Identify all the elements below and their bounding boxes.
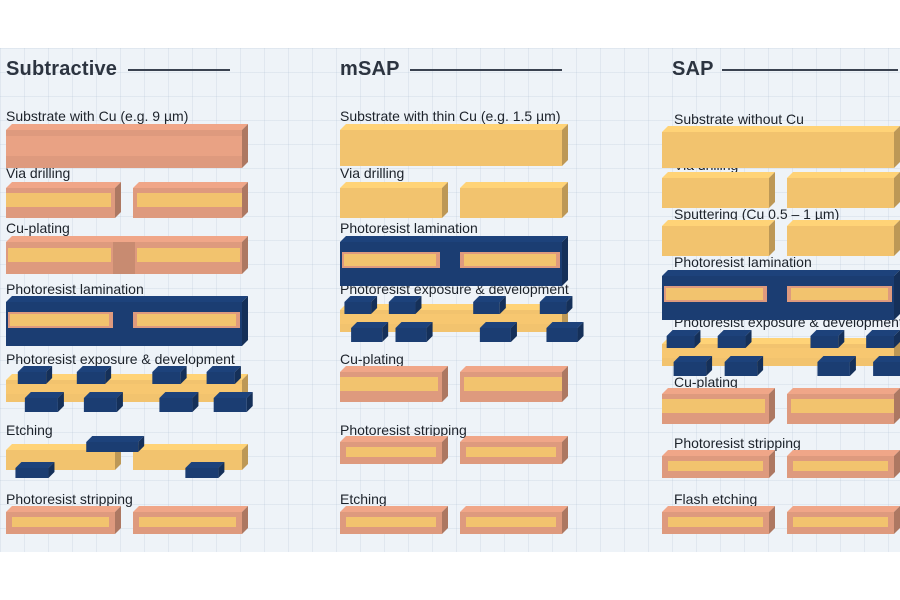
column-title-sap: SAP [672, 58, 714, 80]
step-label: Photoresist stripping [6, 491, 133, 507]
header-rule-msap [410, 69, 562, 71]
photoresist-pad-bottom [24, 392, 64, 412]
substrate-core-left [12, 517, 109, 527]
photoresist-pad-bottom [159, 392, 199, 412]
substrate-core-right [137, 314, 236, 326]
substrate-block-left [340, 182, 448, 218]
substrate-core-right [137, 248, 240, 262]
substrate-block-right [787, 172, 900, 208]
step-label: Photoresist lamination [6, 281, 144, 297]
step-label: Photoresist exposure & development [6, 351, 235, 367]
step-label: Etching [340, 491, 387, 507]
substrate-core-left [340, 377, 438, 391]
substrate-core-left [8, 248, 111, 262]
substrate-core-left [668, 461, 763, 471]
substrate-core-right [137, 193, 242, 207]
photoresist-foot [15, 462, 55, 478]
photoresist-pad-top [810, 330, 845, 348]
substrate-core-left [344, 254, 436, 266]
photoresist-pad-bottom [83, 392, 123, 412]
substrate-core-right [464, 254, 556, 266]
substrate-core-left [346, 447, 436, 457]
step-label: Cu-plating [6, 220, 70, 236]
photoresist-pad-bottom [213, 392, 253, 412]
step-label: Photoresist stripping [340, 422, 467, 438]
photoresist-pad-top [17, 366, 53, 384]
step-label: Cu-plating [674, 374, 738, 390]
step-label: Substrate without Cu [674, 111, 804, 127]
step-label: Etching [6, 422, 53, 438]
step-label: Substrate with Cu (e.g. 9 µm) [6, 108, 189, 124]
substrate-block [662, 126, 900, 168]
photoresist-pad-top [717, 330, 752, 348]
step-label: Via drilling [340, 165, 405, 181]
substrate-core-right [793, 517, 888, 527]
photoresist-cap [86, 436, 145, 452]
substrate-strip-face [340, 314, 562, 324]
photoresist-pad-top [206, 366, 241, 384]
photoresist-foot [185, 462, 225, 478]
photoresist-pad-top [76, 366, 112, 384]
substrate-core-left [10, 314, 109, 326]
photoresist-pad-bottom [479, 322, 517, 342]
step-label: Flash etching [674, 491, 758, 507]
step-label: Substrate with thin Cu (e.g. 1.5 µm) [340, 108, 561, 124]
photoresist-pad-top [388, 296, 422, 314]
substrate-core-left [662, 399, 765, 413]
substrate-block-right [787, 220, 900, 256]
step-label: Cu-plating [340, 351, 404, 367]
substrate-core-right [793, 461, 888, 471]
photoresist-pad-bottom [873, 356, 900, 376]
photoresist-pad-top [539, 296, 573, 314]
photoresist-pad-top [866, 330, 900, 348]
substrate-block-left [662, 172, 775, 208]
substrate-core-right [464, 377, 562, 391]
step-label: Photoresist lamination [674, 254, 812, 270]
substrate-core-left [668, 517, 763, 527]
substrate-core-right [791, 288, 888, 300]
substrate-core-right [139, 517, 236, 527]
photoresist-pad-bottom [395, 322, 433, 342]
photoresist-pad-bottom [817, 356, 856, 376]
photoresist-pad-bottom [546, 322, 584, 342]
photoresist-pad-bottom [724, 356, 764, 376]
header-rule-sap [722, 69, 898, 71]
photoresist-pad-bottom [351, 322, 389, 342]
substrate-core-right [791, 399, 894, 413]
step-label: Sputtering (Cu 0.5 – 1 µm) [674, 206, 840, 222]
photoresist-pad-top [666, 330, 701, 348]
substrate-core-left [346, 517, 436, 527]
step-label: Photoresist lamination [340, 220, 478, 236]
substrate-core-left [6, 193, 111, 207]
copper-surface [6, 136, 242, 156]
photoresist-pad-bottom [673, 356, 713, 376]
step-label: Via drilling [6, 165, 71, 181]
substrate-core-left [666, 288, 763, 300]
photoresist-pad-top [152, 366, 187, 384]
photoresist-pad-top [344, 296, 378, 314]
substrate-block-right [460, 182, 568, 218]
header-rule-subtractive [128, 69, 230, 71]
substrate-core-right [466, 447, 556, 457]
substrate-block-left [662, 220, 775, 256]
step-label: Photoresist stripping [674, 435, 801, 451]
column-title-msap: mSAP [340, 58, 400, 80]
substrate-block [340, 124, 568, 166]
substrate-strip-face [6, 384, 242, 394]
via-fill [113, 242, 135, 274]
substrate-strip-face [662, 348, 894, 358]
column-title-subtractive: Subtractive [6, 58, 118, 80]
substrate-core-right [466, 517, 556, 527]
photoresist-pad-top [473, 296, 506, 314]
